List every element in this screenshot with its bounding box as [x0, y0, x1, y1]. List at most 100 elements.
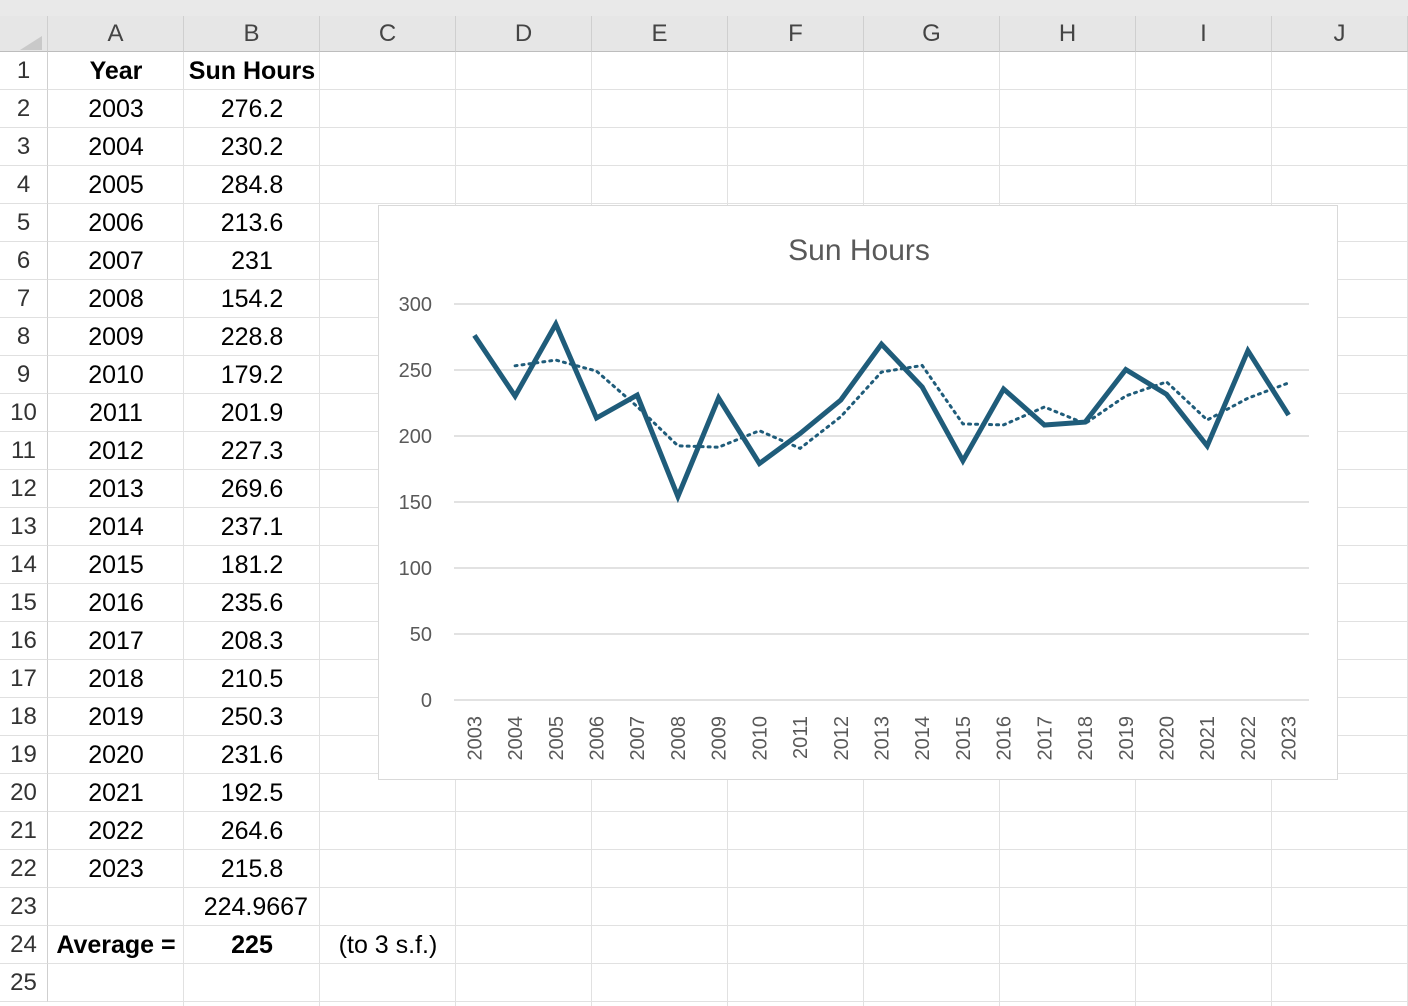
column-header-H[interactable]: H — [1000, 16, 1136, 52]
cell-B2[interactable]: 276.2 — [220, 94, 284, 123]
cell-A20[interactable]: 2021 — [88, 778, 144, 807]
cell-A1[interactable]: Year — [89, 56, 143, 85]
cell-B13[interactable]: 237.1 — [220, 512, 284, 541]
y-tick-label: 250 — [399, 360, 432, 382]
row-header-22[interactable]: 22 — [0, 850, 48, 888]
sun-hours-chart[interactable]: Sun Hours 0 50 100 150 200 250 300 2003 2004 2005 2… — [378, 205, 1338, 780]
row-header-19[interactable]: 19 — [0, 736, 48, 774]
cell-B24[interactable]: 225 — [231, 930, 273, 959]
cell-B10[interactable]: 201.9 — [220, 398, 284, 427]
cell-A16[interactable]: 2017 — [88, 626, 144, 655]
row-header-7[interactable]: 7 — [0, 280, 48, 318]
row-header-21[interactable]: 21 — [0, 812, 48, 850]
cell-B4[interactable]: 284.8 — [220, 170, 284, 199]
cell-B20[interactable]: 192.5 — [220, 778, 284, 807]
trendline-series[interactable] — [513, 358, 1291, 451]
cell-C24[interactable]: (to 3 s.f.) — [338, 930, 438, 959]
cell-B12[interactable]: 269.6 — [220, 474, 284, 503]
column-header-D[interactable]: D — [456, 16, 592, 52]
row-header-15[interactable]: 15 — [0, 584, 48, 622]
row-header-1[interactable]: 1 — [0, 52, 48, 90]
row-header-11[interactable]: 11 — [0, 432, 48, 470]
row-header-24[interactable]: 24 — [0, 926, 48, 964]
grid-row-line — [48, 89, 1408, 90]
row-header-25[interactable]: 25 — [0, 964, 48, 1002]
x-tick-label: 2021 — [1197, 716, 1219, 761]
column-header-I[interactable]: I — [1136, 16, 1272, 52]
cell-B14[interactable]: 181.2 — [220, 550, 284, 579]
cell-A15[interactable]: 2016 — [88, 588, 144, 617]
cell-B7[interactable]: 154.2 — [220, 284, 284, 313]
row-header-6[interactable]: 6 — [0, 242, 48, 280]
row-header-20[interactable]: 20 — [0, 774, 48, 812]
cell-B17[interactable]: 210.5 — [220, 664, 284, 693]
cell-B15[interactable]: 235.6 — [220, 588, 284, 617]
grid-row-line — [48, 165, 1408, 166]
x-tick-label: 2023 — [1279, 716, 1301, 761]
row-header-23[interactable]: 23 — [0, 888, 48, 926]
column-header-F[interactable]: F — [728, 16, 864, 52]
cell-A22[interactable]: 2023 — [88, 854, 144, 883]
grid-row-line — [48, 203, 1408, 204]
x-tick-label: 2016 — [994, 716, 1016, 761]
cell-B23[interactable]: 224.9667 — [203, 892, 308, 921]
column-header-A[interactable]: A — [48, 16, 184, 52]
row-header-4[interactable]: 4 — [0, 166, 48, 204]
cell-A9[interactable]: 2010 — [88, 360, 144, 389]
cell-B16[interactable]: 208.3 — [220, 626, 284, 655]
column-header-B[interactable]: B — [184, 16, 320, 52]
x-tick-label: 2009 — [709, 716, 731, 761]
cell-B3[interactable]: 230.2 — [220, 132, 284, 161]
cell-A18[interactable]: 2019 — [88, 702, 144, 731]
cell-A11[interactable]: 2012 — [88, 436, 144, 465]
cell-B19[interactable]: 231.6 — [220, 740, 284, 769]
cell-B9[interactable]: 179.2 — [220, 360, 284, 389]
cell-B5[interactable]: 213.6 — [220, 208, 284, 237]
sun-hours-series[interactable] — [472, 318, 1291, 504]
y-tick-label: 200 — [399, 426, 432, 448]
cell-B21[interactable]: 264.6 — [220, 816, 284, 845]
cell-B18[interactable]: 250.3 — [220, 702, 284, 731]
row-header-2[interactable]: 2 — [0, 90, 48, 128]
ribbon-edge — [0, 0, 1408, 16]
cell-B11[interactable]: 227.3 — [220, 436, 284, 465]
cell-A13[interactable]: 2014 — [88, 512, 144, 541]
row-header-3[interactable]: 3 — [0, 128, 48, 166]
row-header-13[interactable]: 13 — [0, 508, 48, 546]
column-header-C[interactable]: C — [320, 16, 456, 52]
column-header-E[interactable]: E — [592, 16, 728, 52]
cell-A17[interactable]: 2018 — [88, 664, 144, 693]
row-header-9[interactable]: 9 — [0, 356, 48, 394]
cell-A21[interactable]: 2022 — [88, 816, 144, 845]
cell-A24[interactable]: Average = — [56, 930, 176, 959]
cell-A10[interactable]: 2011 — [89, 398, 143, 427]
cell-A2[interactable]: 2003 — [88, 94, 144, 123]
grid-row-line — [48, 963, 1408, 964]
row-header-16[interactable]: 16 — [0, 622, 48, 660]
cell-A4[interactable]: 2005 — [88, 170, 144, 199]
select-all-button[interactable] — [0, 16, 48, 52]
cell-A19[interactable]: 2020 — [88, 740, 144, 769]
cell-A8[interactable]: 2009 — [88, 322, 144, 351]
cell-A5[interactable]: 2006 — [88, 208, 144, 237]
column-header-G[interactable]: G — [864, 16, 1000, 52]
x-tick-label: 2012 — [831, 716, 853, 761]
cell-A7[interactable]: 2008 — [88, 284, 144, 313]
cell-A6[interactable]: 2007 — [88, 246, 144, 275]
column-header-J[interactable]: J — [1272, 16, 1408, 52]
cell-A14[interactable]: 2015 — [88, 550, 144, 579]
cell-B8[interactable]: 228.8 — [220, 322, 284, 351]
x-tick-label: 2019 — [1116, 716, 1138, 761]
row-header-8[interactable]: 8 — [0, 318, 48, 356]
row-header-10[interactable]: 10 — [0, 394, 48, 432]
cell-B22[interactable]: 215.8 — [220, 854, 284, 883]
cell-B6[interactable]: 231 — [231, 246, 273, 275]
row-header-12[interactable]: 12 — [0, 470, 48, 508]
row-header-5[interactable]: 5 — [0, 204, 48, 242]
row-header-18[interactable]: 18 — [0, 698, 48, 736]
cell-A12[interactable]: 2013 — [88, 474, 144, 503]
row-header-17[interactable]: 17 — [0, 660, 48, 698]
row-header-14[interactable]: 14 — [0, 546, 48, 584]
cell-A3[interactable]: 2004 — [88, 132, 144, 161]
cell-B1[interactable]: Sun Hours — [188, 56, 316, 85]
